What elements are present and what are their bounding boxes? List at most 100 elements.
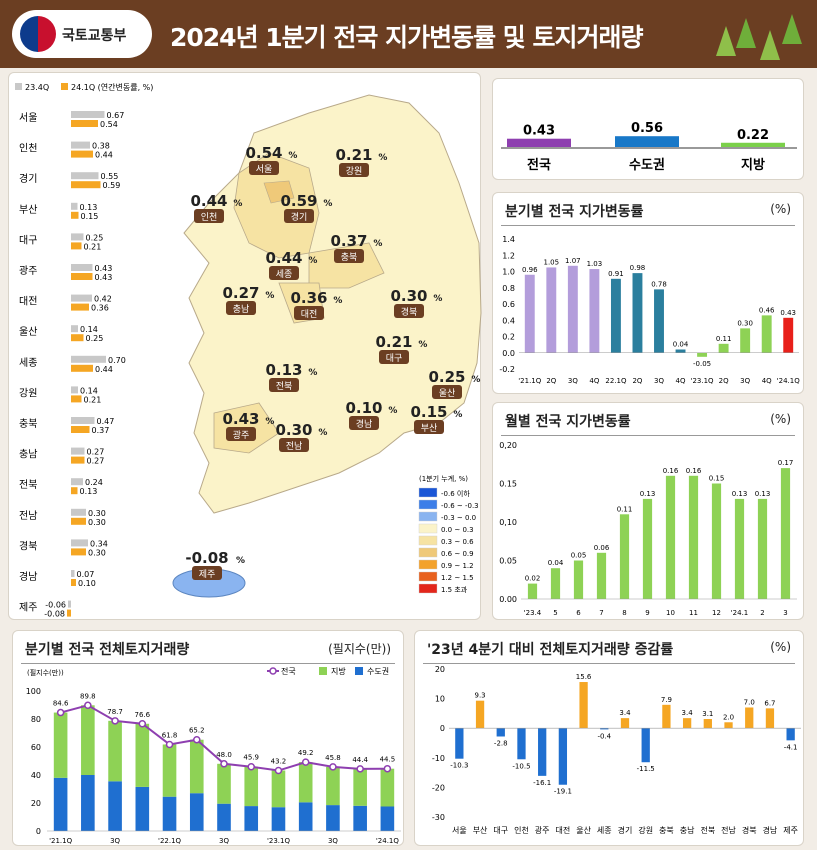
region-bar — [71, 150, 93, 158]
local-bar — [162, 744, 177, 797]
region-bar — [71, 395, 82, 403]
region-value-label: 0.43 — [95, 264, 113, 273]
map-region-value: 0.10 — [345, 399, 382, 417]
region-label: 전남 — [19, 510, 37, 522]
x-tick-label: 제주 — [783, 826, 798, 835]
data-bar — [600, 728, 609, 730]
data-bar — [757, 498, 768, 599]
region-label: 인천 — [19, 143, 37, 155]
data-label: 0.78 — [651, 280, 667, 288]
x-tick-label: 3 — [783, 609, 787, 617]
ministry-logo: 국토교통부 — [12, 10, 152, 58]
metro-bar — [189, 793, 204, 831]
data-bar — [724, 722, 733, 729]
x-tick-label: 10 — [666, 609, 675, 617]
map-region-badge — [334, 249, 364, 263]
region-value-label: 0.70 — [108, 356, 126, 365]
map-region-badge — [226, 301, 256, 315]
region-value-label: 0.27 — [87, 457, 105, 466]
header-banner: 국토교통부 2024년 1분기 전국 지가변동률 및 토지거래량 — [0, 0, 817, 68]
map-region-unit: % — [471, 375, 480, 385]
x-tick-label: 강원 — [638, 825, 653, 835]
map-region-name: 인천 — [201, 212, 218, 223]
total-point — [220, 760, 228, 768]
map-region-value: 0.21 — [335, 146, 372, 164]
data-label: -10.3 — [450, 762, 468, 770]
summary-card: 0.43 전국 0.56 수도권 0.22 지방 — [492, 78, 804, 180]
summary-bar — [721, 142, 785, 147]
region-value-label: 0.14 — [80, 386, 98, 395]
map-legend-label: 0.6 ~ 0.9 — [441, 550, 474, 558]
map-region-unit: % — [378, 153, 387, 163]
map-legend-swatch — [418, 511, 438, 522]
region-value-label: 0.47 — [97, 417, 115, 426]
data-label: 0.02 — [525, 575, 541, 583]
region-bar — [71, 172, 99, 180]
map-region-badge — [394, 304, 424, 318]
map-region-name: 강원 — [346, 166, 363, 177]
data-bar — [718, 343, 729, 353]
region-value-label: 0.25 — [86, 334, 104, 343]
map-region-unit: % — [373, 239, 382, 249]
map-region-value: 0.30 — [390, 287, 427, 305]
data-label: 9.3 — [474, 692, 485, 700]
monthly-rate-chart: 0,20 0.15 0,10 0.05 0.00 0.02 '23.4 0.04 5 0.05 6 0… — [499, 441, 797, 617]
region-value-label: 0.59 — [103, 181, 121, 190]
x-tick-label: 7 — [599, 609, 603, 617]
region-value-label: 0.27 — [87, 448, 105, 457]
taegeuk-icon — [20, 16, 56, 52]
total-label: 48.0 — [216, 751, 232, 759]
local-bar — [189, 739, 204, 794]
x-tick-label: 2Q — [719, 377, 729, 385]
x-tick-label: 11 — [689, 609, 698, 617]
region-label: 서울 — [19, 112, 37, 124]
region-value-label: 0.67 — [107, 111, 125, 120]
map-legend-swatch — [418, 535, 438, 546]
y-tick-label: 1.2 — [502, 251, 515, 260]
region-value-label: 0.13 — [80, 487, 98, 496]
x-tick-label: 4Q — [676, 377, 686, 385]
total-point — [138, 720, 147, 728]
local-bar — [217, 763, 231, 804]
map-region-unit: % — [323, 199, 332, 209]
x-tick-label: 울산 — [576, 825, 591, 835]
x-tick-label: 6 — [576, 609, 581, 617]
y-tick-label: 0.6 — [502, 300, 515, 309]
map-legend-label: 0.0 ~ 0.3 — [441, 526, 474, 534]
map-region-value: 0.59 — [280, 192, 317, 210]
data-label: 0.15 — [709, 475, 725, 483]
y-tick-label: 1.4 — [502, 235, 515, 244]
region-label: 광주 — [19, 265, 37, 277]
transactions-card: 분기별 전국 전체토지거래량 (필지수(만)) (필지수(만)) 전국 지방 수도권 1… — [12, 630, 404, 846]
y-unit-label: (필지수(만)) — [27, 668, 64, 677]
local-bar — [380, 768, 395, 807]
map-region-badge — [269, 378, 299, 392]
x-tick-label: 경남 — [763, 825, 778, 835]
region-label: 충북 — [19, 418, 37, 430]
map-region-badge — [194, 209, 224, 223]
total-point — [193, 735, 201, 744]
data-bar — [682, 718, 692, 729]
legend-label-23q4: 23.4Q — [25, 83, 49, 92]
map-region-badge — [349, 416, 379, 430]
data-bar — [620, 718, 630, 729]
summary-label: 전국 — [527, 157, 551, 173]
map-region-value: 0.44 — [265, 249, 302, 267]
x-tick-label: 3Q — [654, 377, 664, 385]
map-legend-swatch — [418, 547, 438, 558]
yoy-unit: (%) — [770, 640, 791, 654]
map-region-value: 0.54 — [245, 144, 282, 162]
data-bar — [734, 498, 745, 599]
region-value-label: 0.30 — [88, 548, 106, 557]
region-bar — [71, 417, 95, 424]
region-bar — [71, 355, 106, 363]
region-label: 경북 — [19, 539, 37, 552]
x-tick-label: 인천 — [514, 825, 529, 835]
map-region-badge — [226, 427, 256, 441]
summary-value: 0.22 — [737, 128, 769, 143]
y-tick-label: 100 — [26, 687, 41, 696]
map-region-value: 0.25 — [428, 368, 465, 386]
total-label: 78.7 — [107, 708, 123, 716]
legend-label-24q1: 24.1Q (연간변동률, %) — [71, 82, 153, 92]
region-label: 충남 — [19, 449, 37, 461]
